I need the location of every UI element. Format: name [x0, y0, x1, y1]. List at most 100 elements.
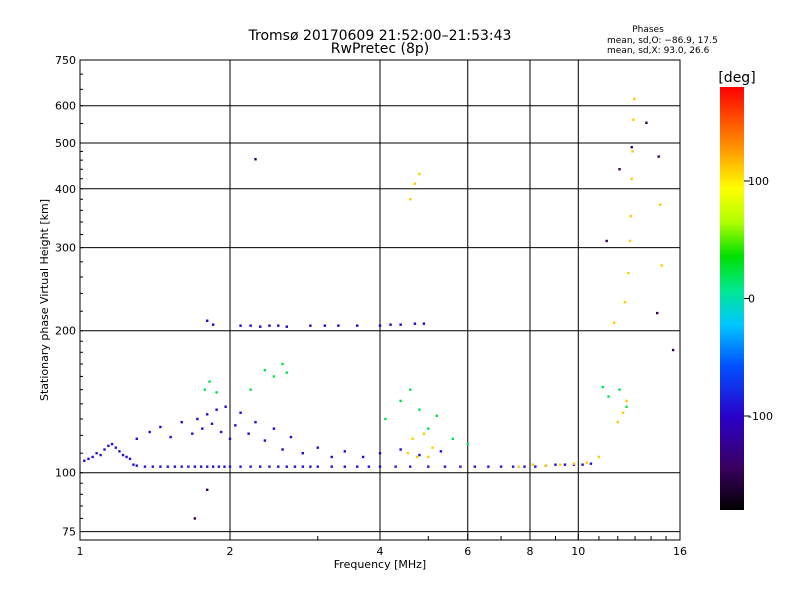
echo-point	[203, 388, 206, 391]
echo-point	[337, 324, 340, 327]
echo-point	[631, 150, 634, 153]
echo-point	[355, 324, 359, 327]
echo-point	[259, 465, 262, 468]
echo-point	[180, 420, 183, 424]
echo-point	[628, 239, 632, 243]
echo-point	[399, 448, 402, 451]
x-tick-label: 6	[464, 545, 471, 558]
y-tick-label: 100	[55, 467, 76, 480]
echo-point	[581, 463, 584, 466]
echo-point	[618, 168, 621, 171]
echo-point	[95, 451, 98, 455]
echo-point	[657, 155, 660, 158]
echo-point	[422, 432, 426, 435]
echo-point	[411, 437, 414, 441]
echo-point	[293, 465, 297, 468]
echo-point	[413, 322, 417, 325]
y-tick-label: 500	[55, 137, 76, 150]
echo-point	[118, 450, 121, 453]
echo-point	[459, 465, 462, 468]
echo-point	[563, 463, 567, 466]
echo-point	[201, 427, 204, 430]
y-tick-label: 400	[55, 183, 76, 196]
echo-point	[616, 420, 619, 424]
echo-point	[224, 405, 227, 408]
echo-point	[159, 465, 162, 468]
echo-point	[208, 380, 211, 383]
colorbar: [deg] 100 0 -100	[718, 70, 773, 510]
x-tick-label: 10	[571, 545, 585, 558]
echo-point	[330, 465, 333, 468]
echo-point	[431, 446, 434, 449]
echo-point	[409, 465, 412, 468]
echo-point	[166, 465, 169, 468]
phase-stats-x: mean, sd,X: 93.0, 26.6	[607, 46, 710, 56]
plot-area: 1 2 4 6 8 10 16 75 100 200 300 400 500 600 750	[55, 54, 687, 558]
echo-point	[625, 405, 628, 408]
echo-point	[671, 348, 675, 352]
echo-point	[534, 465, 537, 468]
echo-point	[285, 371, 288, 374]
echo-point	[605, 239, 608, 243]
echo-point	[343, 450, 347, 453]
echo-point	[367, 465, 371, 468]
echo-point	[316, 446, 319, 449]
echo-point	[633, 97, 636, 101]
echo-point	[585, 461, 588, 464]
phase-stats-o: mean, sd,O: −86.9, 17.5	[607, 36, 718, 46]
x-tick-label: 1	[77, 545, 84, 558]
echo-point	[531, 463, 534, 466]
echo-point	[281, 362, 284, 366]
echo-point	[289, 435, 293, 439]
echo-point	[254, 420, 257, 424]
echo-point	[205, 488, 209, 491]
chart-subtitle: RwPretec (8p)	[331, 41, 429, 57]
colorbar-tick-label: 100	[748, 175, 769, 188]
echo-point	[323, 324, 327, 327]
echo-point	[623, 300, 627, 304]
echo-point	[125, 455, 128, 459]
echo-point	[355, 465, 359, 468]
echo-point	[234, 424, 237, 427]
echo-point	[301, 451, 305, 455]
y-gridlines	[80, 59, 680, 533]
colorbar-label: [deg]	[718, 70, 755, 86]
echo-point	[263, 368, 267, 372]
echo-point	[427, 427, 430, 430]
echo-point	[239, 465, 242, 468]
echo-point	[249, 324, 252, 327]
echo-point	[135, 464, 138, 467]
echo-point	[399, 323, 402, 326]
echo-point	[205, 319, 209, 322]
echo-point	[228, 437, 232, 441]
echo-point	[151, 465, 155, 468]
echo-point	[83, 459, 86, 462]
phase-stats-title: Phases	[632, 25, 664, 35]
echo-point	[210, 422, 214, 425]
echo-point	[378, 324, 382, 327]
echo-point	[114, 446, 118, 449]
y-tick-label: 750	[55, 54, 76, 67]
echo-point	[427, 465, 430, 468]
echo-point	[249, 465, 252, 468]
echo-point	[211, 323, 215, 326]
echo-point	[143, 465, 147, 468]
y-axis: 75 100 200 300 400 500 600 750	[55, 54, 83, 539]
echo-point	[418, 408, 421, 411]
echo-point	[607, 395, 610, 398]
echo-point	[272, 427, 276, 430]
echo-point	[87, 457, 90, 461]
echo-point	[205, 465, 209, 468]
echo-point	[272, 375, 276, 378]
echo-point	[413, 182, 417, 185]
phase-stats: Phases mean, sd,O: −86.9, 17.5 mean, sd,…	[607, 25, 718, 56]
echo-point	[645, 121, 648, 124]
echo-point	[110, 442, 114, 446]
echo-point	[630, 177, 633, 180]
echo-point	[422, 322, 426, 325]
y-tick-label: 200	[55, 325, 76, 338]
echo-point	[128, 457, 132, 461]
echo-point	[384, 417, 387, 421]
echo-point	[316, 465, 319, 468]
